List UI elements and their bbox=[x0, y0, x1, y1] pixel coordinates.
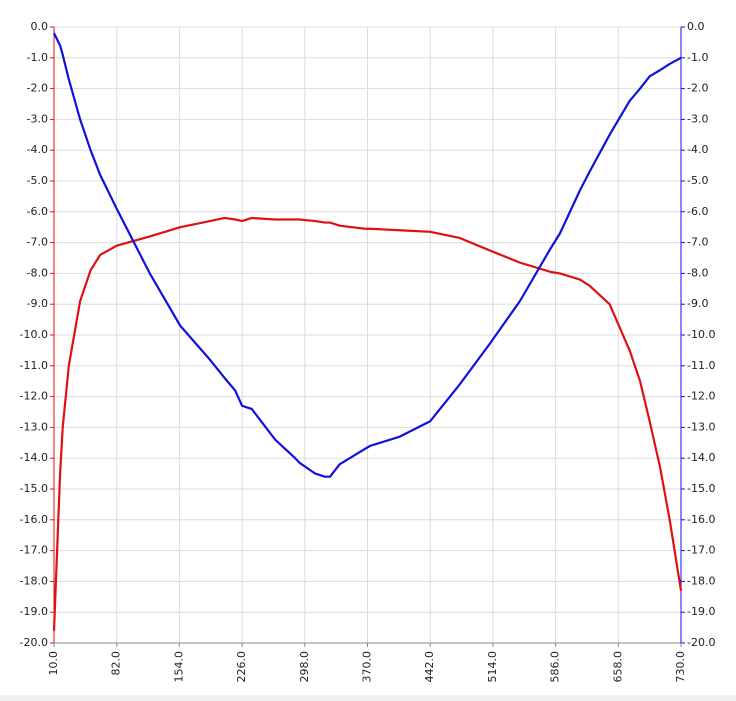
y2-tick-label: -14.0 bbox=[687, 451, 715, 464]
y2-tick-label: -19.0 bbox=[687, 605, 715, 618]
y2-tick-label: -1.0 bbox=[687, 51, 708, 64]
y-tick-label: -14.0 bbox=[20, 451, 48, 464]
series-line bbox=[53, 32, 682, 478]
y2-tick-label: -18.0 bbox=[687, 574, 715, 587]
series-line bbox=[52, 216, 683, 631]
y2-tick-label: -7.0 bbox=[687, 236, 708, 249]
y-tick-label: -12.0 bbox=[20, 390, 48, 403]
y2-tick-label: -11.0 bbox=[687, 359, 715, 372]
x-tick-label: 442.0 bbox=[423, 651, 436, 683]
y2-tick-label: -3.0 bbox=[687, 112, 708, 125]
y-tick-label: -13.0 bbox=[20, 420, 48, 433]
y2-tick-label: -17.0 bbox=[687, 544, 715, 557]
y-tick-label: -17.0 bbox=[20, 544, 48, 557]
y-tick-label: -15.0 bbox=[20, 482, 48, 495]
x-tick-label: 586.0 bbox=[549, 651, 562, 683]
y-tick-label: -18.0 bbox=[20, 574, 48, 587]
y-tick-label: -9.0 bbox=[27, 297, 48, 310]
x-tick-label: 10.0 bbox=[47, 651, 60, 676]
y2-tick-label: 0.0 bbox=[687, 20, 705, 33]
y-tick-label: -2.0 bbox=[27, 82, 48, 95]
x-tick-label: 154.0 bbox=[172, 651, 185, 683]
y-tick-label: -5.0 bbox=[27, 174, 48, 187]
y-tick-label: -20.0 bbox=[20, 636, 48, 649]
y-tick-label: -6.0 bbox=[27, 205, 48, 218]
y-tick-label: 0.0 bbox=[31, 20, 49, 33]
x-tick-label: 658.0 bbox=[611, 651, 624, 683]
y2-tick-label: -6.0 bbox=[687, 205, 708, 218]
x-tick-label: 730.0 bbox=[674, 651, 687, 683]
y-tick-label: -19.0 bbox=[20, 605, 48, 618]
y-tick-label: -16.0 bbox=[20, 513, 48, 526]
y2-tick-label: -15.0 bbox=[687, 482, 715, 495]
y2-tick-label: -5.0 bbox=[687, 174, 708, 187]
y-tick-label: -7.0 bbox=[27, 236, 48, 249]
y2-tick-label: -13.0 bbox=[687, 420, 715, 433]
y-tick-label: -11.0 bbox=[20, 359, 48, 372]
x-tick-label: 370.0 bbox=[361, 651, 374, 683]
y2-tick-label: -10.0 bbox=[687, 328, 715, 341]
y2-tick-label: -9.0 bbox=[687, 297, 708, 310]
y-tick-label: -1.0 bbox=[27, 51, 48, 64]
x-tick-label: 226.0 bbox=[235, 651, 248, 683]
y2-tick-label: -2.0 bbox=[687, 82, 708, 95]
y-tick-label: -8.0 bbox=[27, 266, 48, 279]
y-tick-label: -10.0 bbox=[20, 328, 48, 341]
y2-tick-label: -8.0 bbox=[687, 266, 708, 279]
x-tick-label: 298.0 bbox=[298, 651, 311, 683]
x-tick-label: 514.0 bbox=[486, 651, 499, 683]
y2-tick-label: -16.0 bbox=[687, 513, 715, 526]
y2-tick-label: -20.0 bbox=[687, 636, 715, 649]
x-tick-label: 82.0 bbox=[110, 651, 123, 676]
y2-tick-label: -4.0 bbox=[687, 143, 708, 156]
y-tick-label: -3.0 bbox=[27, 112, 48, 125]
status-strip bbox=[0, 695, 736, 701]
y2-tick-label: -12.0 bbox=[687, 390, 715, 403]
y-tick-label: -4.0 bbox=[27, 143, 48, 156]
